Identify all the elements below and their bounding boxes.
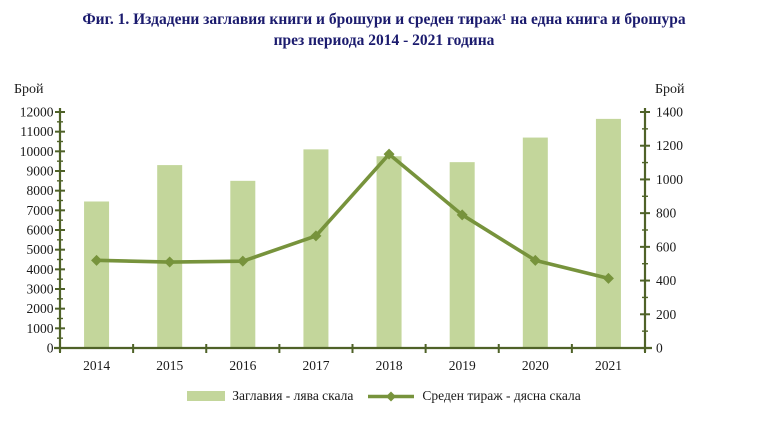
line-marker-icon [368, 391, 415, 401]
axis-tick-label: 2017 [302, 358, 329, 373]
legend-item-titles: Заглавия - лява скала [187, 388, 353, 404]
bar-2021 [595, 118, 621, 348]
right-axis [640, 108, 650, 352]
legend-label-circulation: Среден тираж - дясна скала [422, 388, 581, 403]
axis-tick-label: 1000 [27, 321, 54, 336]
axis-tick-label: 200 [656, 307, 677, 322]
axis-tick-label: 2021 [595, 358, 622, 373]
diamond-marker-2019 [456, 209, 468, 221]
axis-tick-label: 1400 [656, 105, 683, 120]
figure-title: Фиг. 1. Издадени заглавия книги и брошур… [0, 9, 768, 51]
axis-tick-label: 600 [656, 239, 677, 254]
diamond-marker-2015 [164, 256, 176, 268]
axis-tick-label: 8000 [27, 183, 54, 198]
axis-tick-label: 1200 [656, 138, 683, 153]
axis-tick-label: 7000 [27, 203, 54, 218]
axis-tick-label: 5000 [27, 242, 54, 257]
axis-tick-label: 2014 [83, 358, 110, 373]
diamond-marker-2018 [383, 148, 395, 160]
axes [54, 108, 652, 353]
bar-2017 [303, 149, 329, 348]
x-axis [54, 344, 652, 353]
left-axis [55, 108, 65, 352]
figure-title-line2: през периода 2014 - 2021 година [273, 32, 495, 49]
figure-title-line1: Фиг. 1. Издадени заглавия книги и брошур… [82, 11, 686, 28]
legend-item-circulation: Среден тираж - дясна скала [367, 388, 581, 404]
axis-tick-label: 4000 [27, 262, 54, 277]
axis-tick-label: 0 [656, 341, 663, 356]
diamond-marker-2020 [529, 254, 541, 266]
circulation-line [96, 152, 609, 281]
axis-tick-label: 400 [656, 273, 677, 288]
axis-tick-label: 3000 [27, 282, 54, 297]
diamond-marker-2017 [310, 230, 322, 242]
axis-tick-label: 11000 [20, 124, 53, 139]
axis-tick-label: 2019 [449, 358, 476, 373]
axis-tick-label: 2018 [376, 358, 403, 373]
bar-2018 [376, 156, 402, 348]
bar-2019 [449, 162, 475, 348]
axis-tick-label: 2020 [522, 358, 549, 373]
bar-2020 [522, 137, 548, 348]
axis-tick-label: 2000 [27, 301, 54, 316]
axis-tick-label: 2016 [229, 358, 256, 373]
axis-tick-label: 6000 [27, 223, 54, 238]
axis-tick-label: 2015 [156, 358, 183, 373]
axis-tick-label: 1000 [656, 172, 683, 187]
left-axis-title: Брой [14, 82, 44, 97]
bar-swatch-icon [187, 391, 226, 401]
legend-label-titles: Заглавия - лява скала [232, 388, 354, 403]
diamond-marker-2021 [602, 272, 614, 284]
diamond-marker-2014 [91, 254, 103, 266]
legend: Заглавия - лява скала Среден тираж - дяс… [0, 388, 768, 404]
axis-tick-label: 9000 [27, 164, 54, 179]
axis-tick-label: 10000 [20, 144, 54, 159]
axis-tick-label: 0 [47, 341, 54, 356]
right-axis-title: Брой [655, 82, 685, 97]
diamond-marker-2016 [237, 255, 249, 267]
axis-tick-label: 800 [656, 206, 677, 221]
line-series [91, 148, 614, 284]
axis-tick-label: 12000 [20, 105, 54, 120]
bar-2014 [84, 201, 110, 348]
bars-series [84, 118, 621, 348]
